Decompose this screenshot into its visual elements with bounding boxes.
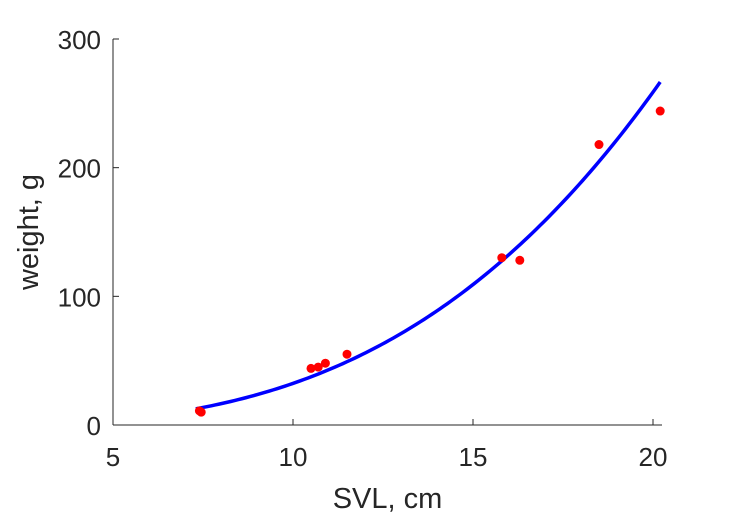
data-point — [320, 358, 330, 368]
data-point — [306, 363, 316, 373]
y-tick-label: 300 — [58, 25, 101, 55]
x-tick-label: 20 — [639, 442, 668, 472]
y-tick-label: 0 — [87, 411, 101, 441]
data-point — [313, 362, 323, 372]
data-point — [342, 349, 352, 359]
x-axis-title: SVL, cm — [333, 483, 443, 515]
fit-curve — [195, 81, 662, 411]
x-tick-label: 15 — [459, 442, 488, 472]
data-point — [497, 253, 507, 263]
data-point — [655, 106, 665, 116]
y-axis-title: weight, g — [13, 174, 45, 291]
data-point — [515, 255, 525, 265]
data-point — [196, 407, 206, 417]
data-points — [194, 106, 665, 417]
x-tick-label: 5 — [106, 442, 120, 472]
y-tick-label: 200 — [58, 154, 101, 184]
y-tick-label: 100 — [58, 282, 101, 312]
x-tick-label: 10 — [279, 442, 308, 472]
data-point — [594, 140, 604, 150]
y-ticks: 0 100 200 300 — [58, 25, 119, 441]
x-ticks: 5 10 15 20 — [106, 419, 668, 472]
